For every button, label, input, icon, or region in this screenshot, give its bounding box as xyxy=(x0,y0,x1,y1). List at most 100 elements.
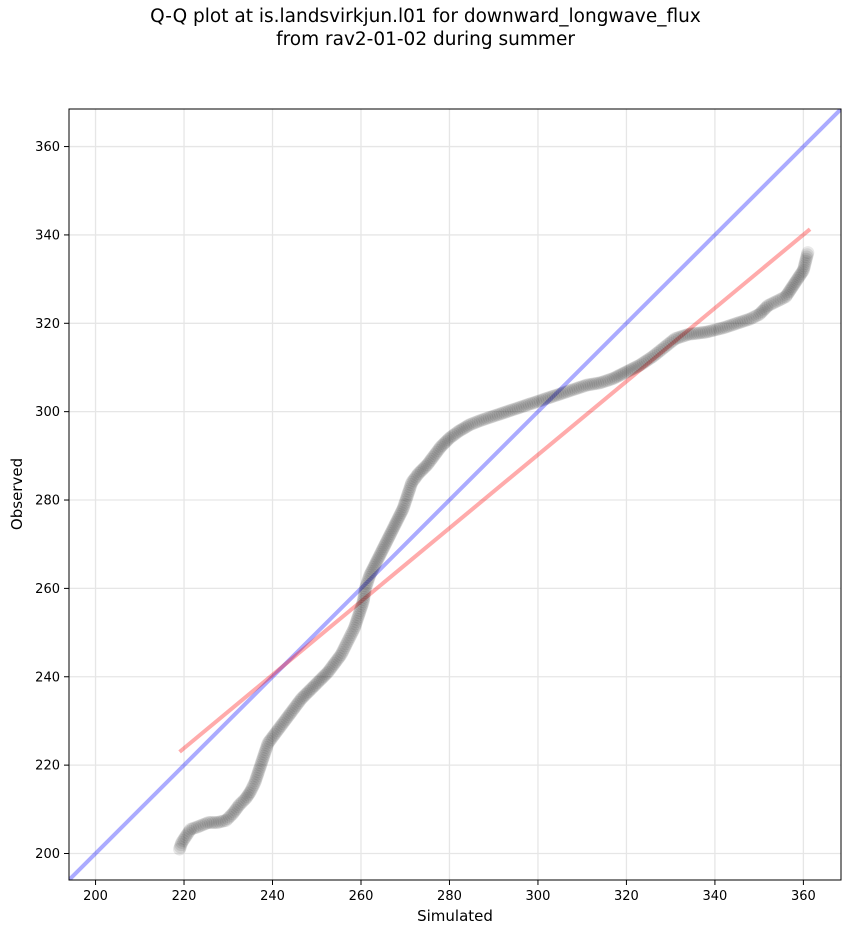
quantile-point xyxy=(437,437,451,451)
quantile-point xyxy=(184,822,198,836)
quantile-point xyxy=(786,278,800,292)
y-tick-label: 220 xyxy=(35,759,60,774)
quantile-point xyxy=(618,366,632,380)
quantile-point xyxy=(346,623,360,637)
quantile-point xyxy=(629,360,643,374)
quantile-point xyxy=(352,608,366,622)
quantile-point xyxy=(427,449,441,463)
quantile-point xyxy=(487,409,501,423)
quantile-point xyxy=(419,459,433,473)
quantile-point xyxy=(569,382,583,396)
quantile-point xyxy=(428,447,442,461)
quantile-point xyxy=(246,780,260,794)
quantile-point xyxy=(412,467,426,481)
quantile-point xyxy=(402,484,416,498)
quantile-point xyxy=(793,268,807,282)
quantile-point xyxy=(515,400,529,414)
quantile-point xyxy=(783,283,797,297)
chart-title-line-2: from rav2-01-02 during summer xyxy=(276,29,575,50)
quantile-point xyxy=(399,493,413,507)
quantile-point xyxy=(520,398,534,412)
quantile-point xyxy=(361,575,375,589)
quantile-point xyxy=(633,358,647,372)
quantile-point xyxy=(763,298,777,312)
quantile-point xyxy=(507,402,521,416)
quantile-point xyxy=(369,557,383,571)
quantile-point xyxy=(375,544,389,558)
quantile-point xyxy=(489,408,503,422)
quantile-point xyxy=(566,383,580,397)
x-tick-label: 240 xyxy=(260,889,285,904)
quantile-point xyxy=(353,603,367,617)
quantile-point xyxy=(227,805,241,819)
quantile-point xyxy=(179,830,193,844)
quantile-point xyxy=(529,395,543,409)
quantile-point xyxy=(608,371,622,385)
quantile-point xyxy=(348,619,362,633)
quantile-point xyxy=(361,573,375,587)
quantile-point xyxy=(174,838,188,852)
quantile-point xyxy=(423,454,437,468)
quantile-point xyxy=(398,495,412,509)
quantile-point xyxy=(535,393,549,407)
quantile-point xyxy=(394,506,408,520)
quantile-point xyxy=(253,760,267,774)
quantile-point xyxy=(368,559,382,573)
quantile-point xyxy=(319,667,333,681)
quantile-point xyxy=(544,390,558,404)
quantile-point xyxy=(748,310,762,324)
quantile-point xyxy=(296,690,310,704)
quantile-point xyxy=(357,590,371,604)
quantile-point xyxy=(329,655,343,669)
y-tick-label: 320 xyxy=(35,317,60,332)
quantile-point xyxy=(224,808,238,822)
identity-line xyxy=(69,109,841,880)
quantile-point xyxy=(255,754,269,768)
quantile-point xyxy=(496,406,510,420)
x-tick-label: 360 xyxy=(791,889,816,904)
quantile-point xyxy=(371,551,385,565)
quantile-point xyxy=(575,380,589,394)
quantile-point xyxy=(323,662,337,676)
quantile-point xyxy=(564,383,578,397)
quantile-point xyxy=(230,801,244,815)
quantile-point xyxy=(337,641,351,655)
quantile-point xyxy=(754,306,768,320)
quantile-point xyxy=(234,796,248,810)
quantile-point xyxy=(655,342,669,356)
quantile-point xyxy=(381,532,395,546)
quantile-point xyxy=(302,684,316,698)
quantile-point xyxy=(469,415,483,429)
quantile-point xyxy=(199,816,213,830)
quantile-point xyxy=(542,391,556,405)
quantile-point xyxy=(644,351,658,365)
quantile-point xyxy=(376,542,390,556)
quantile-point xyxy=(350,615,364,629)
quantile-point xyxy=(264,732,278,746)
quantile-point xyxy=(336,643,350,657)
quantile-point xyxy=(356,595,370,609)
quantile-point xyxy=(195,818,209,832)
quantile-point xyxy=(743,312,757,326)
quantile-point xyxy=(270,724,284,738)
quantile-point xyxy=(723,318,737,332)
quantile-point xyxy=(322,664,336,678)
quantile-point xyxy=(355,599,369,613)
y-tick-label: 280 xyxy=(35,494,60,509)
quantile-point xyxy=(726,318,740,332)
quantile-point xyxy=(265,731,279,745)
quantile-point xyxy=(422,456,436,470)
quantile-point xyxy=(606,372,620,386)
quantile-point xyxy=(728,317,742,331)
quantile-point xyxy=(659,339,673,353)
y-tick-label: 300 xyxy=(35,405,60,420)
quantile-point xyxy=(401,486,415,500)
quantile-point xyxy=(392,509,406,523)
quantile-point xyxy=(345,626,359,640)
quantile-point xyxy=(239,791,253,805)
quantile-point xyxy=(181,826,195,840)
quantile-point xyxy=(455,422,469,436)
quantile-point xyxy=(801,246,815,260)
quantile-point xyxy=(562,384,576,398)
quantile-point xyxy=(781,286,795,300)
